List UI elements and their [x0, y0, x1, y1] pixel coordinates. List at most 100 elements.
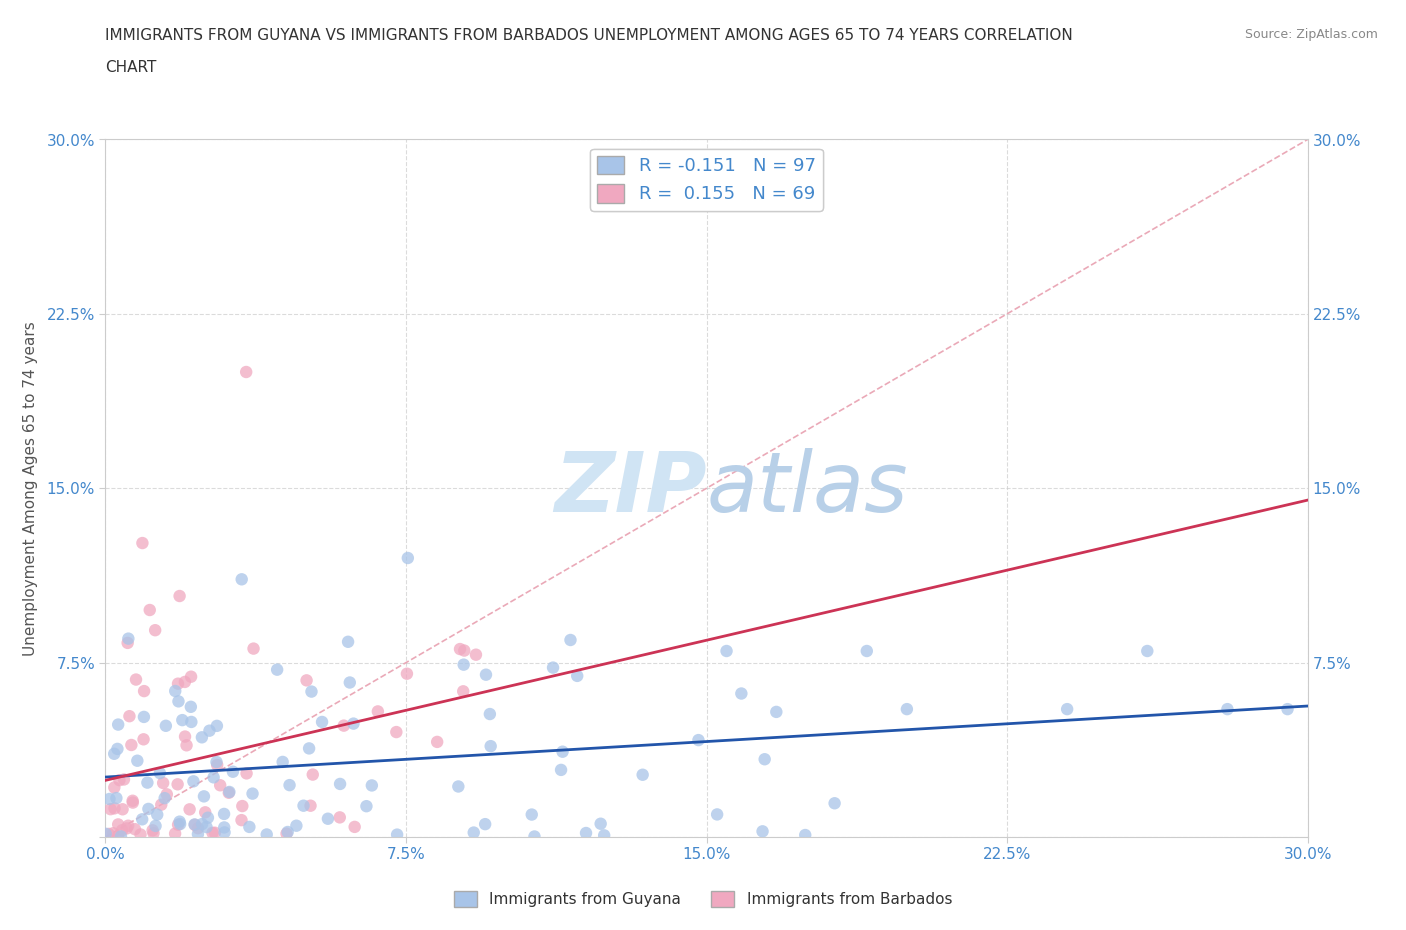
Point: [453, 658, 475, 672]
Point: [292, 798, 315, 813]
Point: [426, 735, 449, 750]
Point: [132, 710, 155, 724]
Y-axis label: Unemployment Among Ages 65 to 74 years: Unemployment Among Ages 65 to 74 years: [24, 321, 38, 656]
Point: [183, 774, 205, 789]
Point: [201, 826, 224, 841]
Point: [688, 733, 710, 748]
Point: [1216, 701, 1239, 716]
Point: [385, 827, 408, 842]
Point: [124, 822, 146, 837]
Point: [121, 793, 143, 808]
Point: [105, 790, 128, 805]
Point: [120, 737, 142, 752]
Point: [396, 551, 419, 565]
Point: [706, 807, 728, 822]
Point: [149, 765, 172, 780]
Point: [794, 828, 817, 843]
Point: [541, 660, 564, 675]
Point: [385, 724, 408, 739]
Point: [205, 718, 228, 733]
Point: [121, 795, 143, 810]
Text: ZIP: ZIP: [554, 447, 707, 529]
Point: [231, 813, 253, 828]
Point: [143, 623, 166, 638]
Point: [266, 662, 288, 677]
Point: [179, 802, 201, 817]
Point: [474, 817, 496, 831]
Point: [256, 827, 278, 842]
Point: [97, 827, 120, 842]
Point: [575, 826, 598, 841]
Point: [631, 767, 654, 782]
Point: [231, 799, 253, 814]
Point: [271, 754, 294, 769]
Point: [183, 817, 205, 832]
Point: [333, 718, 356, 733]
Point: [299, 798, 322, 813]
Point: [146, 807, 169, 822]
Point: [94, 827, 117, 842]
Point: [754, 751, 776, 766]
Point: [101, 826, 124, 841]
Point: [560, 632, 582, 647]
Point: [142, 826, 165, 841]
Point: [111, 802, 134, 817]
Point: [329, 777, 352, 791]
Point: [132, 684, 155, 698]
Point: [155, 718, 177, 733]
Point: [187, 821, 209, 836]
Point: [166, 777, 188, 791]
Point: [194, 804, 217, 819]
Point: [176, 737, 198, 752]
Point: [180, 714, 202, 729]
Point: [117, 631, 139, 646]
Point: [169, 589, 191, 604]
Point: [165, 684, 187, 698]
Point: [110, 829, 132, 844]
Point: [550, 763, 572, 777]
Point: [824, 796, 846, 811]
Point: [139, 603, 162, 618]
Point: [191, 817, 214, 831]
Point: [202, 770, 225, 785]
Point: [765, 704, 787, 719]
Point: [716, 644, 738, 658]
Legend: R = -0.151   N = 97, R =  0.155   N = 69: R = -0.151 N = 97, R = 0.155 N = 69: [591, 149, 823, 211]
Point: [167, 817, 190, 832]
Point: [235, 766, 257, 781]
Point: [463, 825, 485, 840]
Point: [127, 753, 149, 768]
Point: [118, 709, 141, 724]
Point: [112, 772, 135, 787]
Point: [449, 642, 471, 657]
Point: [356, 799, 378, 814]
Point: [337, 634, 360, 649]
Point: [184, 817, 207, 832]
Point: [165, 826, 187, 841]
Point: [342, 716, 364, 731]
Point: [212, 806, 235, 821]
Point: [451, 684, 474, 698]
Point: [311, 714, 333, 729]
Point: [169, 817, 191, 831]
Point: [751, 824, 773, 839]
Point: [285, 818, 308, 833]
Point: [172, 712, 194, 727]
Point: [129, 827, 152, 842]
Text: atlas: atlas: [707, 447, 908, 529]
Point: [142, 823, 165, 838]
Point: [453, 644, 475, 658]
Point: [589, 817, 612, 831]
Point: [231, 572, 253, 587]
Point: [173, 674, 195, 689]
Point: [1056, 701, 1078, 716]
Point: [100, 802, 122, 817]
Point: [730, 686, 752, 701]
Point: [367, 704, 389, 719]
Point: [107, 741, 129, 756]
Point: [316, 811, 339, 826]
Point: [395, 666, 418, 681]
Point: [447, 779, 470, 794]
Point: [150, 797, 173, 812]
Point: [1136, 644, 1159, 658]
